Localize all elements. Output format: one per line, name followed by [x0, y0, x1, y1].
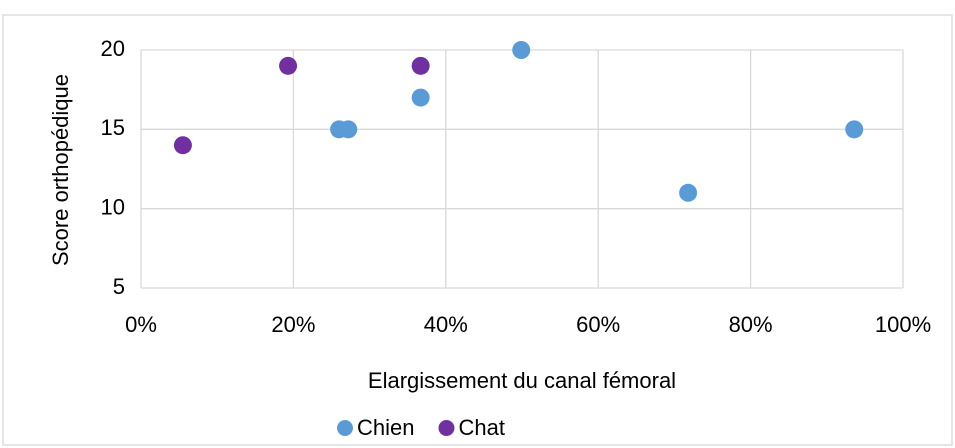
point — [339, 120, 358, 139]
y-tick-label: 20 — [101, 36, 125, 61]
point — [411, 88, 430, 107]
x-axis-title: Elargissement du canal fémoral — [368, 368, 676, 393]
x-tick-label: 100% — [875, 312, 931, 337]
point — [679, 183, 698, 202]
point — [173, 136, 192, 155]
legend-marker — [438, 420, 455, 436]
legend-label: Chien — [357, 415, 414, 440]
x-tick-label: 0% — [125, 312, 157, 337]
x-tick-label: 20% — [271, 312, 315, 337]
y-tick-label: 10 — [101, 194, 125, 219]
legend-label: Chat — [458, 415, 504, 440]
point — [845, 120, 864, 139]
point — [411, 56, 430, 75]
legend-marker — [337, 420, 353, 436]
x-tick-label: 40% — [424, 312, 468, 337]
x-tick-label: 80% — [729, 312, 773, 337]
x-tick-label: 60% — [576, 312, 620, 337]
point — [279, 56, 298, 75]
chart-frame — [2, 14, 953, 446]
y-tick-label: 15 — [101, 115, 125, 140]
y-axis-title: Score orthopédique — [48, 74, 73, 266]
point — [512, 41, 531, 59]
y-tick-label: 5 — [113, 274, 125, 299]
